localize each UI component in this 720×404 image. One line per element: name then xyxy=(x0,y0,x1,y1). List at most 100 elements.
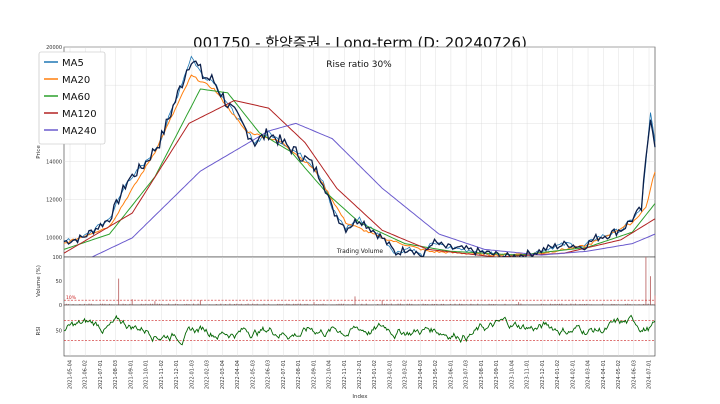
x-tick-label: 2022-07-01 xyxy=(281,360,287,389)
x-tick-label: 2023-06-01 xyxy=(448,360,454,389)
x-tick-label: 2021-05-04 xyxy=(68,360,74,389)
volume-bar xyxy=(109,303,110,305)
volume-bar xyxy=(297,303,299,305)
x-tick-label: 2023-02-01 xyxy=(387,360,393,389)
rise-ratio-annotation: Rise ratio 30% xyxy=(326,60,392,70)
volume-bar xyxy=(279,303,281,305)
volume-bar xyxy=(515,304,517,305)
volume-bar xyxy=(565,304,567,305)
volume-bar xyxy=(295,303,297,305)
volume-bar xyxy=(268,303,270,305)
volume-bar xyxy=(384,303,385,305)
price-y-tick: 10000 xyxy=(46,236,62,242)
x-tick-label: 2021-07-01 xyxy=(98,360,104,389)
x-tick-label: 2023-10-04 xyxy=(509,360,515,389)
x-tick-label: 2022-03-04 xyxy=(220,360,226,389)
x-tick-label: 2021-06-02 xyxy=(83,360,89,389)
volume-bar xyxy=(431,303,433,305)
volume-bar xyxy=(377,304,379,305)
volume-bar xyxy=(299,303,301,305)
x-tick-label: 2024-04-01 xyxy=(601,360,607,389)
volume-bar xyxy=(86,304,88,305)
volume-bar xyxy=(602,303,604,305)
volume-bar xyxy=(193,303,195,305)
x-tick-label: 2022-05-03 xyxy=(250,360,256,389)
rsi-y-ticks: 50 xyxy=(56,328,62,334)
volume-bar xyxy=(315,304,317,305)
volume-bar xyxy=(240,303,242,305)
x-tick-label: 2024-02-01 xyxy=(570,360,576,389)
volume-bar xyxy=(427,304,429,305)
volume-y-ticks: 0 50 100 xyxy=(52,255,62,309)
volume-bar xyxy=(390,303,392,305)
volume-bar xyxy=(304,303,306,305)
volume-bar xyxy=(254,304,256,305)
volume-bar xyxy=(402,304,404,305)
x-tick-label: 2023-03-02 xyxy=(403,360,409,389)
x-tick-label: 2023-04-03 xyxy=(418,360,424,389)
volume-grid xyxy=(69,257,650,305)
price-grid xyxy=(64,46,655,257)
volume-bar xyxy=(520,303,522,305)
volume-bar xyxy=(352,304,354,305)
volume-bar xyxy=(422,303,424,305)
volume-bar xyxy=(461,303,463,305)
volume-bar xyxy=(388,304,390,305)
volume-bar xyxy=(238,304,240,305)
volume-bar xyxy=(552,304,554,305)
volume-bar xyxy=(72,304,74,305)
volume-bar xyxy=(99,303,101,305)
volume-bar xyxy=(104,303,106,305)
legend-label-ma5: MA5 xyxy=(62,58,84,69)
volume-bar xyxy=(140,303,142,305)
price-y-tick: 20000 xyxy=(46,45,62,51)
x-tick-label: 2021-12-01 xyxy=(174,360,180,389)
rsi-series-line xyxy=(63,314,656,346)
volume-bar xyxy=(252,303,254,305)
volume-bar xyxy=(613,304,615,305)
x-tick-label: 2022-04-04 xyxy=(235,360,241,389)
volume-bar xyxy=(436,303,438,305)
volume-bar xyxy=(645,257,647,305)
volume-bar xyxy=(322,303,324,305)
volume-bar xyxy=(411,303,413,305)
volume-bar xyxy=(129,303,131,305)
volume-bar xyxy=(629,304,631,305)
volume-bar xyxy=(618,304,620,305)
x-tick-label: 2022-10-04 xyxy=(327,360,333,389)
volume-bar xyxy=(343,303,345,305)
x-tick-label: 2024-07-01 xyxy=(647,360,653,389)
volume-bar xyxy=(627,303,629,305)
volume-bar xyxy=(154,301,156,305)
x-tick-label: 2022-11-01 xyxy=(342,360,348,389)
rsi-y-label: RSI xyxy=(36,326,42,335)
volume-bar xyxy=(409,303,410,305)
volume-bar xyxy=(224,304,226,305)
volume-bar xyxy=(459,303,460,305)
price-y-tick: 14000 xyxy=(46,159,62,165)
volume-bar xyxy=(586,303,588,305)
volume-bar xyxy=(215,304,217,305)
volume-bar xyxy=(63,304,65,305)
volume-bar xyxy=(634,304,635,305)
volume-bar xyxy=(131,299,133,305)
volume-bar xyxy=(611,303,613,305)
ma20-line xyxy=(63,74,656,257)
x-tick-label: 2022-08-01 xyxy=(296,360,302,389)
volume-bar xyxy=(495,304,497,305)
volume-bar xyxy=(361,303,363,305)
x-tick-label: 2023-09-01 xyxy=(494,360,500,389)
x-tick-label: 2023-11-01 xyxy=(525,360,531,389)
x-tick-label: 2023-01-02 xyxy=(372,360,378,389)
x-tick-label: 2024-03-04 xyxy=(586,360,592,389)
volume-bar xyxy=(493,304,495,305)
volume-bar xyxy=(172,304,174,305)
volume-bar xyxy=(161,303,163,305)
volume-bar xyxy=(556,304,558,305)
legend-label-ma20: MA20 xyxy=(62,75,90,86)
volume-bar xyxy=(490,304,492,305)
volume-bar xyxy=(643,304,645,305)
volume-bar xyxy=(465,304,467,305)
volume-bar xyxy=(477,303,479,305)
